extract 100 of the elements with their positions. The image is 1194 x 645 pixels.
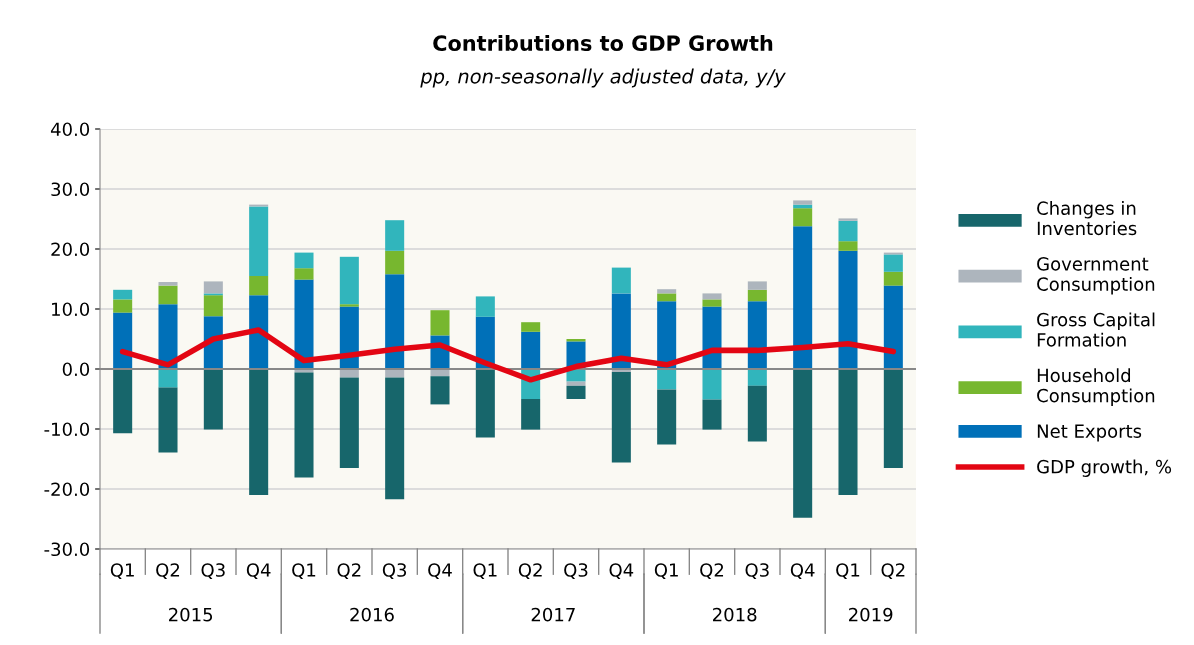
legend-label: Government Consumption <box>1037 257 1155 295</box>
bar <box>657 389 677 445</box>
bar <box>294 279 314 369</box>
chart-title: Contributions to GDP Growth <box>433 34 773 52</box>
x-tick-label: Q3 <box>745 563 769 579</box>
y-tick-label: -20.0 <box>44 482 90 497</box>
bar <box>113 299 133 313</box>
legend-label: GDP growth, % <box>1037 459 1172 477</box>
text: 2019 <box>849 607 893 622</box>
bar <box>883 285 903 369</box>
bar <box>339 304 359 307</box>
bar <box>203 369 223 430</box>
x-tick-label: Q2 <box>881 563 905 579</box>
bar <box>702 369 722 400</box>
y-tick-label: 20.0 <box>51 242 90 257</box>
bar <box>158 369 178 388</box>
bar <box>793 200 813 205</box>
bar <box>385 220 405 251</box>
text: 2015 <box>169 607 213 622</box>
bar <box>339 377 359 468</box>
bar <box>657 289 677 294</box>
text: 2016 <box>350 607 394 622</box>
x-tick-label: Q3 <box>564 563 588 579</box>
bar <box>249 276 269 296</box>
x-tick-label: Q1 <box>836 563 860 579</box>
bar <box>249 206 269 276</box>
x-tick-label: Q2 <box>518 563 542 579</box>
bar <box>747 369 767 386</box>
bar <box>747 289 767 302</box>
y-tick-label: 0.0 <box>62 362 90 377</box>
bar <box>838 369 858 495</box>
bar <box>747 281 767 290</box>
x-tick-label: Q4 <box>609 563 634 579</box>
bar <box>158 285 178 305</box>
y-tick-label: -30.0 <box>44 542 90 557</box>
bar <box>838 250 858 369</box>
bar <box>339 256 359 305</box>
bar <box>158 282 178 286</box>
bar <box>838 241 858 251</box>
bar <box>793 208 813 227</box>
x-tick-label: Q2 <box>337 563 361 579</box>
y-tick-label: 40.0 <box>50 122 90 137</box>
bar <box>747 385 767 442</box>
bar <box>521 322 541 332</box>
x-tick-label: Q1 <box>292 563 316 579</box>
bar <box>702 306 722 369</box>
bar <box>883 271 903 286</box>
bar <box>385 274 405 369</box>
bar <box>385 250 405 275</box>
bar <box>702 399 722 430</box>
bar <box>521 399 541 430</box>
bar <box>657 301 677 369</box>
bar <box>249 295 269 369</box>
bar <box>611 267 631 294</box>
bar <box>702 299 722 307</box>
bar <box>158 387 178 453</box>
x-tick-label: Q3 <box>382 563 407 579</box>
x-tick-label: Q4 <box>246 563 271 579</box>
x-tick-label: Q4 <box>790 563 815 579</box>
bar <box>294 252 314 269</box>
bar <box>566 385 586 399</box>
bar <box>430 310 450 336</box>
bar <box>113 289 133 300</box>
bar <box>883 254 903 272</box>
bar <box>883 369 903 468</box>
bar <box>611 372 631 463</box>
bar <box>611 293 631 369</box>
x-tick-label: Q3 <box>201 563 225 579</box>
bar <box>294 268 314 280</box>
bar <box>113 312 133 369</box>
bar <box>657 293 677 302</box>
bar <box>747 301 767 369</box>
x-tick-label: Q4 <box>428 563 452 579</box>
legend-label: Changes in Inventories <box>1037 201 1137 236</box>
bar <box>475 296 495 317</box>
bar <box>521 331 541 369</box>
bar <box>475 369 495 438</box>
x-tick-label: Q2 <box>156 563 180 579</box>
bar <box>113 369 133 434</box>
bar <box>430 376 450 405</box>
bar <box>158 304 178 369</box>
bar <box>203 281 223 294</box>
bar <box>793 226 813 369</box>
bar <box>838 218 858 221</box>
bar <box>294 372 314 478</box>
text: 2017 <box>531 607 575 622</box>
bar <box>702 293 722 300</box>
bar <box>657 369 677 390</box>
x-tick-label: Q1 <box>110 563 134 579</box>
bar <box>838 220 858 242</box>
chart-subtitle: pp, non-seasonally adjusted data, y/y <box>420 68 786 88</box>
x-tick-label: Q1 <box>654 563 678 579</box>
legend-label: Net Exports <box>1037 424 1142 442</box>
y-tick-label: 10.0 <box>52 302 90 317</box>
x-tick-label: Q2 <box>700 563 724 579</box>
bar <box>203 295 223 317</box>
bar <box>385 377 405 500</box>
bar <box>793 369 813 518</box>
y-tick-label: 30.0 <box>51 182 90 197</box>
legend-label: Household Consumption <box>1037 368 1155 406</box>
